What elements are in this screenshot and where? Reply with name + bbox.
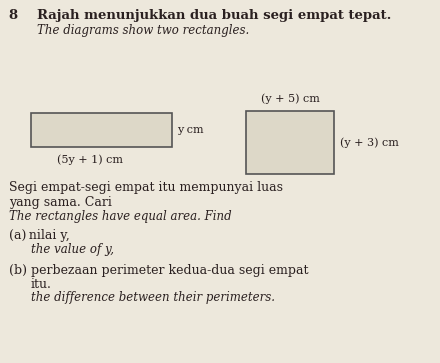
Text: the value of y,: the value of y, <box>31 243 114 256</box>
Text: The rectangles have equal area. Find: The rectangles have equal area. Find <box>9 210 231 223</box>
Text: y cm: y cm <box>177 125 204 135</box>
Text: the difference between their perimeters.: the difference between their perimeters. <box>31 291 275 305</box>
Bar <box>31 113 172 147</box>
Text: itu.: itu. <box>31 278 51 291</box>
Text: yang sama. Cari: yang sama. Cari <box>9 196 112 209</box>
Text: 8: 8 <box>9 9 18 22</box>
Text: Segi empat-segi empat itu mempunyai luas: Segi empat-segi empat itu mempunyai luas <box>9 182 283 195</box>
Text: (5y + 1) cm: (5y + 1) cm <box>57 154 123 165</box>
Text: (a) nilai y,: (a) nilai y, <box>9 229 70 242</box>
Text: (b) perbezaan perimeter kedua-dua segi empat: (b) perbezaan perimeter kedua-dua segi e… <box>9 264 308 277</box>
Text: Rajah menunjukkan dua buah segi empat tepat.: Rajah menunjukkan dua buah segi empat te… <box>37 9 392 22</box>
Text: (y + 5) cm: (y + 5) cm <box>261 94 320 104</box>
Bar <box>246 111 334 174</box>
Text: The diagrams show two rectangles.: The diagrams show two rectangles. <box>37 24 249 37</box>
Text: (y + 3) cm: (y + 3) cm <box>340 137 399 148</box>
